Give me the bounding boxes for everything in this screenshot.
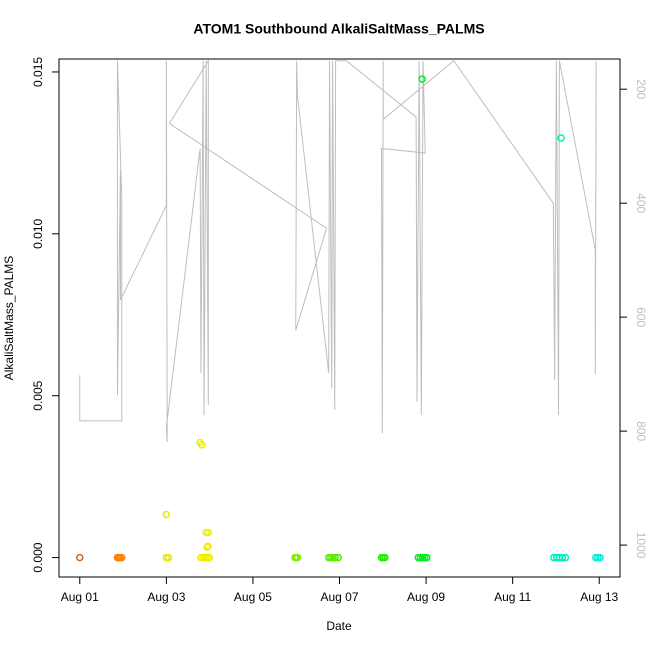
data-point	[204, 528, 213, 537]
x-tick-label: Aug 05	[234, 590, 272, 604]
y2-tick-label: 400	[634, 193, 648, 213]
x-tick-label: Aug 13	[580, 590, 618, 604]
y2-tick-label: 200	[634, 79, 648, 99]
data-point	[557, 134, 565, 142]
y2-tick-label: 1000	[634, 532, 648, 559]
data-point	[381, 553, 389, 562]
x-tick-label: Aug 07	[320, 590, 358, 604]
data-point	[204, 542, 212, 550]
y2-tick-label: 600	[634, 307, 648, 327]
data-point	[162, 510, 171, 519]
x-tick-label: Aug 11	[494, 590, 531, 604]
data-point	[558, 553, 567, 562]
data-point	[418, 75, 426, 83]
y-tick-label: 0.005	[31, 380, 45, 410]
chart-title: ATOM1 Southbound AlkaliSaltMass_PALMS	[193, 21, 484, 37]
data-point	[164, 553, 173, 562]
data-point	[205, 553, 213, 562]
x-tick-label: Aug 03	[147, 590, 185, 604]
x-tick-label: Aug 01	[61, 590, 99, 604]
y2-tick-label: 800	[634, 421, 648, 441]
data-point	[293, 553, 302, 562]
y-tick-label: 0.010	[31, 218, 45, 248]
data-point	[334, 553, 342, 562]
data-point	[76, 553, 84, 562]
data-point	[561, 553, 570, 562]
data-line	[79, 58, 597, 442]
y-tick-label: 0.000	[31, 542, 45, 572]
data-point	[596, 553, 604, 562]
y-axis-label: AlkaliSaltMass_PALMS	[2, 256, 16, 381]
x-axis-label: Date	[326, 619, 352, 633]
data-point	[118, 553, 126, 562]
plot-box	[58, 58, 621, 578]
data-point	[423, 553, 431, 562]
x-tick-label: Aug 09	[407, 590, 445, 604]
data-point	[198, 441, 206, 449]
y-tick-label: 0.015	[31, 57, 45, 87]
data-point	[331, 553, 339, 562]
